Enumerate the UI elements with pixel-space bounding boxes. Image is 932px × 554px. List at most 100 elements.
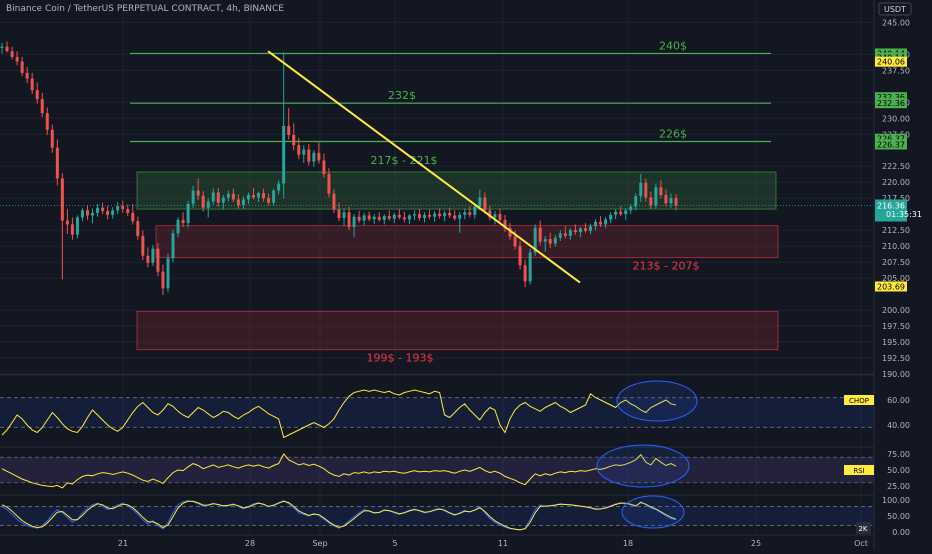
- symbol-title[interactable]: Binance Coin / TetherUS PERPETUAL CONTRA…: [6, 4, 284, 14]
- candle-body: [241, 199, 245, 206]
- indicator-line: [1, 500, 677, 531]
- candles-layer: [0, 41, 678, 295]
- price-zone: [155, 225, 779, 259]
- candle-body: [267, 198, 271, 203]
- candle-body: [629, 206, 633, 211]
- x-tick-label: 25: [751, 539, 761, 548]
- price-zone: [136, 310, 779, 351]
- candle-body: [0, 46, 4, 48]
- currency-box[interactable]: [878, 2, 912, 16]
- candle-body: [10, 51, 14, 57]
- candle-body: [412, 214, 416, 216]
- indicator-tag: [844, 395, 874, 405]
- current-price-tag: [875, 199, 907, 222]
- candle-body: [221, 197, 225, 203]
- candle-body: [257, 193, 261, 198]
- candle-body: [372, 216, 376, 220]
- candle-body: [558, 233, 562, 238]
- candle-body: [513, 236, 517, 247]
- candle-body: [60, 178, 64, 221]
- candle-body: [65, 220, 69, 225]
- candle-body: [106, 210, 110, 215]
- candle-body: [312, 152, 316, 162]
- candle-body: [392, 214, 396, 219]
- level-label: 232$: [388, 89, 416, 102]
- candle-body: [568, 230, 572, 236]
- candle-body: [45, 113, 49, 130]
- candle-body: [246, 195, 250, 200]
- candle-body: [226, 193, 230, 198]
- status-chip-label: 2K: [858, 525, 867, 533]
- candle-body: [578, 228, 582, 233]
- y-tick-label: 245.00: [882, 18, 910, 27]
- status-chip: [856, 522, 871, 534]
- x-tick-label: 5: [392, 539, 397, 548]
- candle-body: [483, 197, 487, 211]
- price-tag: [875, 281, 907, 292]
- candle-body: [428, 214, 432, 217]
- candle-body: [463, 212, 467, 215]
- current-price-value: 216.36: [877, 201, 905, 210]
- candle-body: [362, 215, 366, 221]
- y-tick-label: 197.50: [882, 322, 910, 331]
- candle-body: [397, 214, 401, 218]
- candle-body: [327, 173, 331, 194]
- candle-body: [402, 217, 406, 220]
- price-tag-label: 232.36: [877, 93, 905, 102]
- y-tick-label: 222.50: [882, 162, 910, 171]
- candle-body: [30, 78, 34, 91]
- drawings-layer: [267, 50, 581, 284]
- candle-body: [332, 193, 336, 210]
- price-tag-label: 203.69: [877, 282, 905, 291]
- candle-body: [553, 237, 557, 244]
- candle-body: [614, 211, 618, 215]
- candle-body: [639, 182, 643, 197]
- price-tag-label: 240.06: [877, 58, 905, 67]
- y-tick-label: 190.00: [882, 370, 910, 379]
- indicator-tick-label: 40.00: [887, 421, 910, 430]
- y-tick-label: 230.00: [882, 114, 910, 123]
- candle-body: [674, 198, 678, 206]
- indicator-tick-label: 0.00: [892, 528, 910, 537]
- candle-body: [377, 216, 381, 220]
- levels-layer: 240$ 232$ 226$: [0, 39, 874, 206]
- candle-body: [216, 192, 220, 203]
- currency-label[interactable]: USDT: [884, 5, 906, 14]
- candle-body: [508, 228, 512, 237]
- candle-body: [407, 215, 411, 220]
- candle-body: [96, 207, 100, 213]
- candle-body: [146, 255, 150, 263]
- indicator-tag-label: RSI: [853, 467, 864, 475]
- labels-layer: 240.14240.14240.06232.36232.36226.37226.…: [844, 48, 907, 475]
- candle-body: [503, 219, 507, 229]
- candle-body: [357, 216, 361, 221]
- candle-body: [478, 197, 482, 207]
- indicator-tag-label: CHOP: [849, 397, 869, 405]
- indicator-tag: [844, 465, 874, 475]
- candle-body: [236, 199, 240, 206]
- candle-body: [262, 193, 266, 199]
- candle-body: [417, 214, 421, 219]
- candle-body: [423, 214, 427, 219]
- highlight-ellipse: [616, 380, 698, 422]
- candle-body: [282, 125, 286, 184]
- candle-body: [15, 56, 19, 62]
- candle-body: [654, 187, 658, 206]
- y-tick-label: 212.50: [882, 226, 910, 235]
- x-tick-label: 21: [118, 539, 128, 548]
- candle-body: [176, 219, 180, 234]
- candle-body: [287, 125, 291, 135]
- candle-body: [498, 214, 502, 220]
- indicator-tick-label: 50.00: [887, 512, 910, 521]
- y-tick-label: 220.00: [882, 178, 910, 187]
- candle-body: [619, 211, 623, 215]
- candle-body: [548, 239, 552, 244]
- candle-body: [161, 271, 165, 289]
- zone-label: 213$ - 207$: [633, 260, 700, 273]
- candle-body: [136, 221, 140, 236]
- candle-body: [523, 265, 527, 282]
- candle-body: [101, 207, 105, 211]
- candle-body: [588, 226, 592, 231]
- candle-body: [468, 212, 472, 215]
